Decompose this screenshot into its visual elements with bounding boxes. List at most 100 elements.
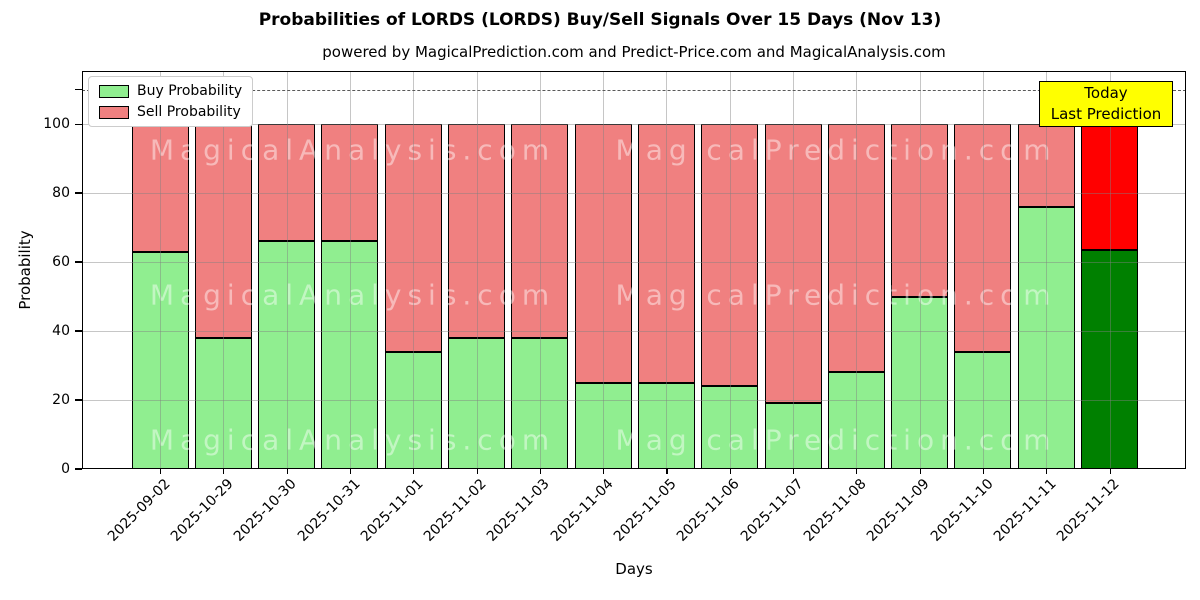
vertical-gridline [539,71,541,469]
y-tick [75,123,82,125]
y-tick-label: 60 [52,254,70,271]
plot-area: MagicalAnalysis.com MagicalPrediction.com… [16,71,1186,578]
x-tick [793,469,795,474]
bar-sell-segment [321,124,379,242]
x-tick [1109,469,1111,474]
vertical-gridline [1109,71,1111,469]
watermark-text: MagicalAnalysis.com [149,423,556,457]
x-tick [1046,469,1048,474]
bar-sell-segment [511,124,569,338]
x-tick [982,469,985,474]
x-tick [666,469,668,474]
y-tick [75,330,82,332]
vertical-gridline [856,71,858,469]
watermark-text: MagicalPrediction.com [615,278,1057,312]
horizontal-gridline [82,331,1186,333]
legend: Buy Probability Sell Probability [88,76,254,127]
legend-item-buy: Buy Probability [99,83,242,99]
bar-buy-segment [954,351,1012,469]
vertical-gridline [476,71,478,469]
vertical-gridline [919,71,921,469]
x-tick [919,469,921,474]
y-tick [75,399,82,401]
horizontal-gridline [82,124,1186,126]
x-tick [476,469,478,474]
bars-layer [82,71,1186,469]
x-tick [286,469,288,474]
bar-sell-segment [1017,124,1075,207]
y-tick-label: 0 [61,461,70,477]
y-tick-label: 80 [52,185,70,202]
y-tick [75,261,82,263]
bar-buy-segment [131,251,189,469]
legend-sell-label: Sell Probability [137,104,241,120]
horizontal-gridline [82,262,1186,264]
bar-buy-segment [258,241,316,469]
x-tick [160,469,162,474]
bar-sell-segment [131,124,189,252]
vertical-gridline [729,71,731,469]
y-axis-label: Probability [16,230,34,310]
y-tick [75,468,82,470]
x-axis-label: Days [615,560,653,578]
y-tick-label: 20 [52,392,70,409]
bar-sell-segment [637,124,695,383]
bar-buy-segment [827,372,885,469]
x-tick [413,469,415,474]
x-tick [856,469,858,474]
vertical-gridline [349,71,351,469]
x-tick [349,469,352,474]
sell-swatch-icon [99,105,129,119]
vertical-gridline [413,71,415,469]
bar-sell-segment [384,124,442,352]
grid-layer [82,71,1186,469]
bar-buy-segment [574,382,632,469]
bar-sell-segment [764,124,822,404]
vertical-gridline [666,71,668,469]
x-tick [729,469,731,474]
vertical-gridline [223,71,225,469]
bar-sell-segment [954,124,1012,352]
bar-buy-segment [511,337,569,469]
today-annotation-line1: Today [1084,84,1128,102]
watermark-text: MagicalAnalysis.com [149,278,556,312]
vertical-gridline [160,71,161,469]
bar-buy-segment [1017,206,1075,469]
bar-sell-segment [891,124,949,297]
watermark-text: MagicalAnalysis.com [149,133,556,167]
today-annotation-line2: Last Prediction [1050,105,1162,123]
threshold-dashed-line [82,89,1186,91]
vertical-gridline [793,71,794,469]
horizontal-gridline [82,400,1186,402]
y-tick [75,192,82,194]
vertical-gridline [1046,71,1048,469]
bar-buy-segment [637,382,695,469]
bar-sell-segment [827,124,885,373]
bar-buy-segment [891,296,949,469]
chart-title: Probabilities of LORDS (LORDS) Buy/Sell … [258,10,942,30]
bar-sell-segment [448,124,505,338]
x-tick [539,469,541,474]
bar-sell-segment [258,124,316,242]
legend-buy-label: Buy Probability [137,83,243,99]
y-tick-110 [75,89,82,91]
watermark-layer: MagicalAnalysis.com MagicalPrediction.com… [82,71,1186,469]
bar-buy-segment [701,386,759,469]
y-tick-label: 100 [43,116,70,133]
y-tick-label: 40 [52,323,70,340]
legend-item-sell: Sell Probability [99,104,242,120]
x-tick [223,469,225,474]
watermark-text: MagicalPrediction.com [615,423,1057,457]
vertical-gridline [286,71,288,469]
vertical-gridline [603,71,605,469]
watermark-text: MagicalPrediction.com [615,133,1057,167]
chart-subtitle: powered by MagicalPrediction.com and Pre… [322,43,946,61]
vertical-gridline [982,71,984,469]
x-tick [603,469,605,474]
bar-buy-segment [384,351,442,469]
today-annotation: Today Last Prediction [1039,81,1173,127]
bar-buy-segment [448,337,505,469]
ticks-layer: 2025-09-02 2025-10-29 2025-10-30 2025-10-31… [43,71,1186,545]
bar-sell-segment [701,124,759,387]
